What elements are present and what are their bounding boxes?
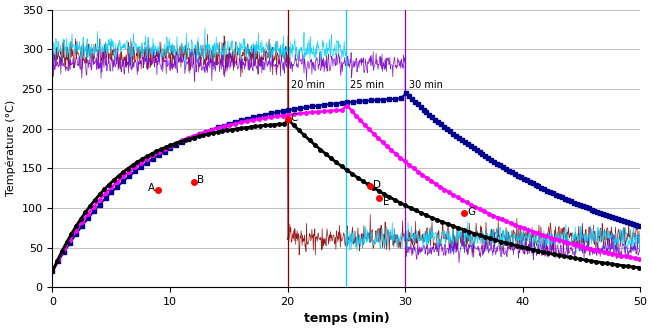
Text: 25 min: 25 min — [350, 80, 384, 90]
Text: B: B — [197, 175, 204, 185]
Text: A: A — [148, 183, 155, 193]
X-axis label: temps (min): temps (min) — [304, 312, 389, 325]
Text: 20 min: 20 min — [291, 80, 325, 90]
Text: D: D — [373, 180, 381, 190]
Y-axis label: Température (°C): Température (°C) — [6, 100, 16, 197]
Text: E: E — [383, 197, 389, 207]
Text: G: G — [468, 207, 475, 217]
Text: C: C — [291, 113, 298, 122]
Text: 30 min: 30 min — [409, 80, 443, 90]
